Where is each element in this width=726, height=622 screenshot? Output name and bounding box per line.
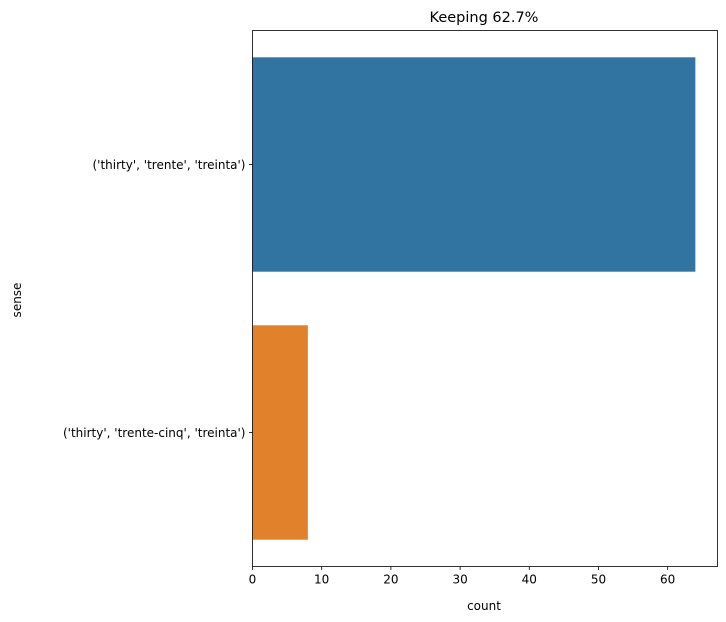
bar: [252, 57, 696, 272]
x-axis-ticks: 0 10 20 30 40 50 60: [249, 566, 675, 587]
x-tick-label: 60: [660, 573, 675, 587]
y-axis-label: sense: [10, 283, 24, 318]
axes-frame: [252, 30, 718, 567]
x-tick-label: 30: [452, 573, 467, 587]
x-tick-label: 50: [591, 573, 606, 587]
x-axis-label: count: [467, 599, 501, 613]
plot-area: 0 10 20 30 40 50 60 ('thirty', 'trente', 'trei…: [63, 30, 718, 587]
x-tick-label: 0: [249, 573, 257, 587]
x-tick-label: 10: [314, 573, 329, 587]
bar: [252, 325, 308, 540]
x-tick-label: 40: [522, 573, 537, 587]
bars: [252, 57, 696, 540]
x-tick-label: 20: [383, 573, 398, 587]
y-axis-ticks: ('thirty', 'trente', 'treinta') ('thirty'…: [63, 158, 253, 440]
chart-title: Keeping 62.7%: [430, 10, 539, 26]
y-tick-label: ('thirty', 'trente', 'treinta'): [92, 158, 245, 172]
y-tick-label: ('thirty', 'trente-cinq', 'treinta'): [63, 426, 246, 440]
